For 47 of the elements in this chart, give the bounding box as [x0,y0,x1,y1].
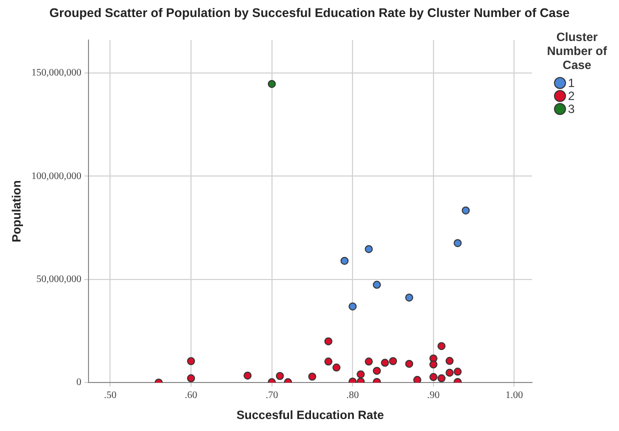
point [276,372,284,380]
point [380,358,389,367]
point [187,357,196,366]
point [429,373,438,382]
point [454,368,462,376]
point [364,245,373,254]
point [244,372,252,380]
x-tick-label: .90 [427,390,440,402]
point [446,368,454,377]
point [405,360,414,368]
point [446,356,454,365]
point [324,337,332,346]
y-tick-label: 150,000,000 [31,68,82,79]
y-tick-label: 50,000,000 [36,274,82,286]
x-tick-label: .60 [184,390,198,402]
y-tick-label: 100,000,000 [31,170,82,182]
x-axis-title: Succesful Education Rate [236,408,384,422]
legend-title: Cluster Number of Case [546,30,608,72]
point [364,358,373,366]
y-axis-title: Population [10,180,24,242]
chart-title: Grouped Scatter of Population by Succesful Education Rate by Cluster Number of Case [48,6,571,20]
point [454,239,462,248]
point [372,280,381,289]
x-tick-label: .50 [104,390,116,402]
point [389,357,398,366]
point [438,342,446,350]
point [308,372,316,381]
point [438,374,446,382]
point [332,364,340,372]
point [348,302,357,310]
x-tick-label: .80 [346,390,359,402]
point [405,294,414,302]
point [356,370,365,378]
point [324,358,332,366]
legend-label: 2 [568,88,575,102]
point [372,366,381,375]
point [429,360,438,368]
point [187,374,196,382]
legend-label: 3 [568,102,575,116]
x-tick-label: .70 [266,390,278,402]
point [413,376,422,383]
point [340,256,349,265]
point [462,206,470,214]
x-tick-label: 1.00 [505,390,523,402]
y-tick-label: 0 [76,377,82,388]
legend-label: 1 [568,76,575,90]
point [268,80,276,88]
